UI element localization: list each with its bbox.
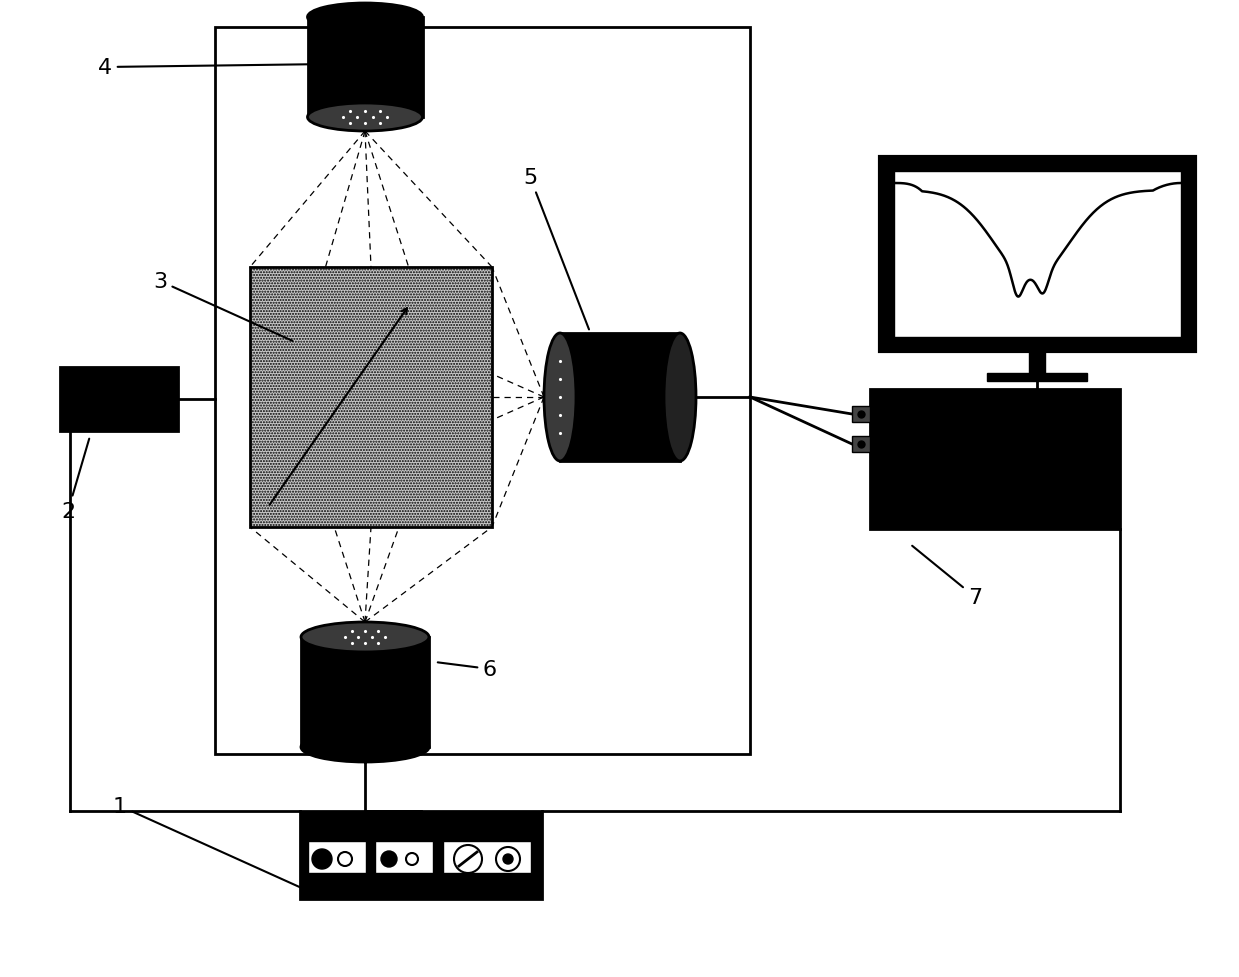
Text: 6: 6 — [437, 659, 497, 679]
Bar — [250, 268, 492, 528]
Bar — [309, 841, 366, 873]
Circle shape — [312, 849, 332, 870]
Bar — [1030, 352, 1044, 373]
Circle shape — [406, 853, 418, 865]
Bar — [852, 406, 870, 423]
Bar — [852, 437, 870, 452]
Circle shape — [496, 847, 520, 871]
Ellipse shape — [664, 334, 696, 461]
Text: 2: 2 — [61, 440, 89, 522]
Text: 4: 4 — [98, 58, 327, 78]
Circle shape — [453, 845, 482, 873]
Text: 5: 5 — [523, 168, 589, 330]
Bar — [870, 390, 1120, 530]
Text: 3: 3 — [152, 272, 292, 342]
Ellipse shape — [544, 334, 576, 461]
Bar — [309, 18, 422, 118]
Bar — [301, 637, 429, 747]
Bar — [880, 158, 1194, 352]
Ellipse shape — [301, 622, 429, 653]
Circle shape — [338, 852, 352, 867]
Text: 1: 1 — [113, 796, 312, 893]
Ellipse shape — [307, 4, 422, 32]
Bar — [560, 334, 680, 461]
Ellipse shape — [301, 732, 429, 762]
Ellipse shape — [307, 104, 422, 132]
Bar — [300, 811, 541, 899]
Bar — [444, 841, 532, 873]
Text: 7: 7 — [912, 546, 983, 608]
Circle shape — [382, 851, 396, 868]
Bar — [375, 841, 432, 873]
Bar — [987, 373, 1087, 382]
Bar — [216, 28, 750, 754]
Bar — [895, 172, 1181, 338]
Bar — [59, 367, 178, 432]
Circle shape — [503, 854, 513, 864]
